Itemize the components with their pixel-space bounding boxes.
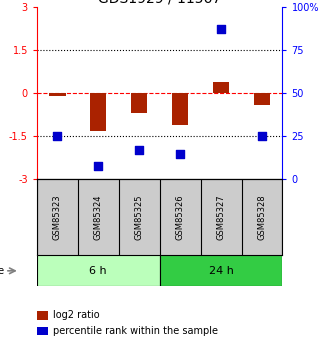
Text: GSM85326: GSM85326 <box>176 195 185 240</box>
Point <box>55 134 60 139</box>
Point <box>137 147 142 153</box>
Text: GSM85324: GSM85324 <box>94 195 103 240</box>
Text: GSM85325: GSM85325 <box>135 195 144 240</box>
Text: 24 h: 24 h <box>209 266 233 276</box>
Title: GDS1929 / 11567: GDS1929 / 11567 <box>98 0 221 6</box>
Text: GSM85327: GSM85327 <box>217 195 226 240</box>
Bar <box>172 93 188 125</box>
Text: 6 h: 6 h <box>90 266 107 276</box>
Bar <box>213 82 229 93</box>
Text: time: time <box>0 266 5 276</box>
Bar <box>90 93 107 130</box>
Text: GSM85323: GSM85323 <box>53 195 62 240</box>
Bar <box>37 255 160 286</box>
Bar <box>254 93 270 105</box>
Bar <box>160 255 282 286</box>
Text: percentile rank within the sample: percentile rank within the sample <box>53 326 218 336</box>
Bar <box>49 93 65 96</box>
Text: GSM85328: GSM85328 <box>257 195 266 240</box>
Point <box>219 27 224 32</box>
Point <box>259 134 265 139</box>
Text: log2 ratio: log2 ratio <box>53 310 100 320</box>
Point <box>96 163 101 168</box>
Bar <box>131 93 147 113</box>
Point <box>178 151 183 156</box>
